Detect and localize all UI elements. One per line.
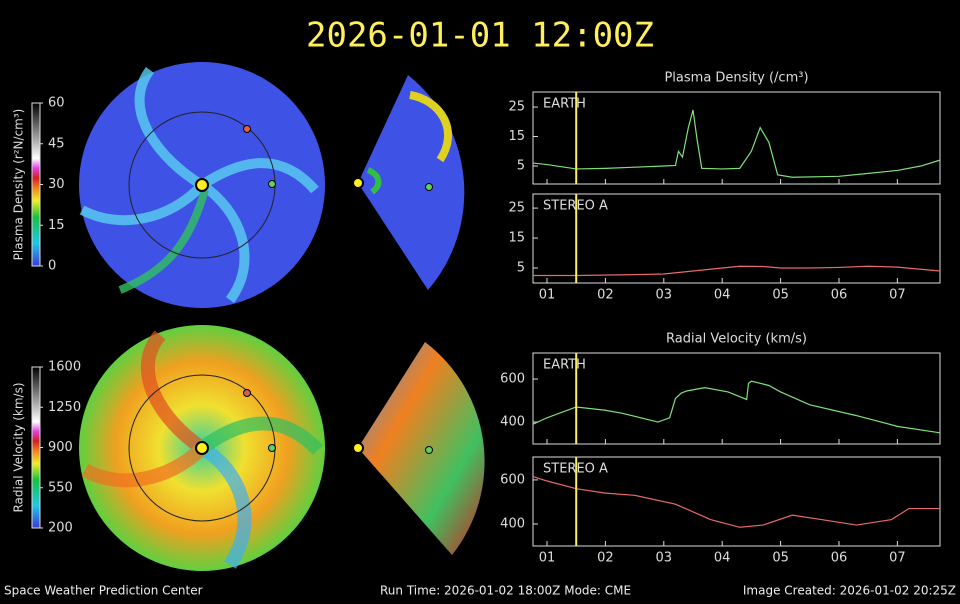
data-line xyxy=(532,109,941,178)
panel-label: EARTH xyxy=(543,358,586,373)
y-tick-label: 400 xyxy=(500,415,525,430)
colorbar-tick-label: 60 xyxy=(48,96,65,111)
x-tick-label: 05 xyxy=(772,288,789,303)
panel-title: Radial Velocity (km/s) xyxy=(666,332,807,347)
colorbar-label: Radial Velocity (km/s) xyxy=(12,382,26,512)
colorbar-tick-label: 15 xyxy=(48,218,65,233)
data-line xyxy=(532,380,941,434)
x-tick-label: 07 xyxy=(889,551,906,566)
y-tick-label: 600 xyxy=(500,372,525,387)
velocity-disk xyxy=(79,325,485,571)
y-tick-label: 15 xyxy=(508,231,525,246)
colorbar-tick-label: 200 xyxy=(48,521,73,536)
x-tick-label: 06 xyxy=(831,288,848,303)
colorbar xyxy=(31,366,41,529)
colorbar xyxy=(31,102,41,267)
colorbar-tick-label: 550 xyxy=(48,480,73,495)
colorbar-tick-label: 900 xyxy=(48,440,73,455)
y-tick-label: 15 xyxy=(508,129,525,144)
x-tick-label: 04 xyxy=(714,288,731,303)
colorbar-tick-label: 45 xyxy=(48,136,65,151)
x-tick-label: 01 xyxy=(539,551,556,566)
x-tick-label: 05 xyxy=(772,551,789,566)
y-tick-label: 25 xyxy=(508,201,525,216)
colorbar-tick-label: 1600 xyxy=(48,360,81,375)
panel-label: EARTH xyxy=(543,97,586,112)
data-line xyxy=(533,265,941,277)
x-tick-label: 01 xyxy=(539,288,556,303)
plot-frame xyxy=(532,91,941,185)
x-tick-label: 02 xyxy=(597,551,614,566)
plot-frame xyxy=(532,456,941,547)
y-tick-label: 25 xyxy=(508,100,525,115)
footer-right: Image Created: 2026-01-02 20:25Z xyxy=(743,584,956,598)
x-tick-label: 03 xyxy=(656,288,673,303)
plot-frame xyxy=(532,352,941,445)
x-tick-label: 02 xyxy=(597,288,614,303)
density-disk xyxy=(79,62,465,308)
y-tick-label: 400 xyxy=(500,516,525,531)
x-tick-label: 07 xyxy=(889,288,906,303)
colorbar-tick-label: 1250 xyxy=(48,400,81,415)
colorbar-label: Plasma Density (r²N/cm³) xyxy=(12,109,26,261)
data-line xyxy=(532,476,940,528)
y-tick-label: 5 xyxy=(517,261,525,276)
colorbar-tick-label: 0 xyxy=(48,259,56,274)
footer-center: Run Time: 2026-01-02 18:00Z Mode: CME xyxy=(380,584,631,598)
panel-title: Plasma Density (/cm³) xyxy=(664,71,808,86)
y-tick-label: 5 xyxy=(517,159,525,174)
x-tick-label: 06 xyxy=(831,551,848,566)
x-tick-label: 03 xyxy=(656,551,673,566)
y-tick-label: 600 xyxy=(500,472,525,487)
colorbar-tick-label: 30 xyxy=(48,177,65,192)
x-tick-label: 04 xyxy=(714,551,731,566)
footer-left: Space Weather Prediction Center xyxy=(4,584,203,598)
page-title: 2026-01-01 12:00Z xyxy=(306,16,654,56)
